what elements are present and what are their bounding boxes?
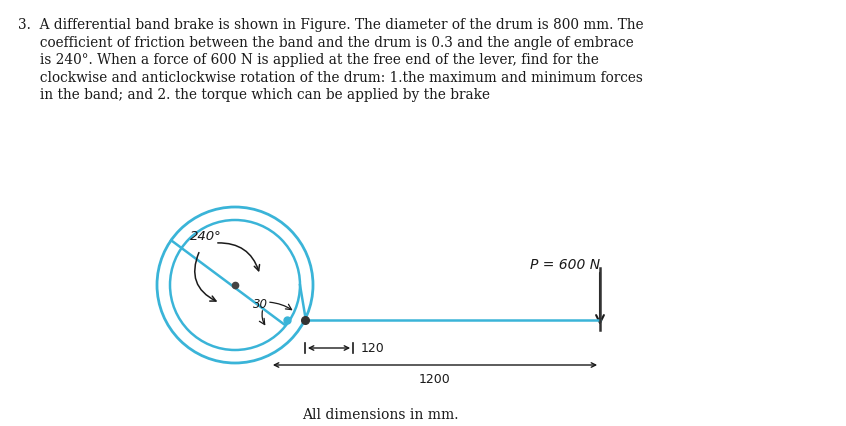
Text: coefficient of friction between the band and the drum is 0.3 and the angle of em: coefficient of friction between the band…: [18, 35, 634, 49]
Text: in the band; and 2. the torque which can be applied by the brake: in the band; and 2. the torque which can…: [18, 88, 490, 102]
Text: 240°: 240°: [190, 230, 222, 243]
Text: 120: 120: [361, 342, 385, 354]
Text: All dimensions in mm.: All dimensions in mm.: [302, 408, 459, 422]
Text: 30: 30: [252, 299, 267, 311]
Text: clockwise and anticlockwise rotation of the drum: 1.the maximum and minimum forc: clockwise and anticlockwise rotation of …: [18, 70, 643, 84]
Text: 1200: 1200: [419, 373, 451, 386]
Text: 3.  A differential band brake is shown in Figure. The diameter of the drum is 80: 3. A differential band brake is shown in…: [18, 18, 644, 32]
Text: is 240°. When a force of 600 N is applied at the free end of the lever, find for: is 240°. When a force of 600 N is applie…: [18, 53, 599, 67]
Text: P = 600 N: P = 600 N: [530, 258, 600, 272]
